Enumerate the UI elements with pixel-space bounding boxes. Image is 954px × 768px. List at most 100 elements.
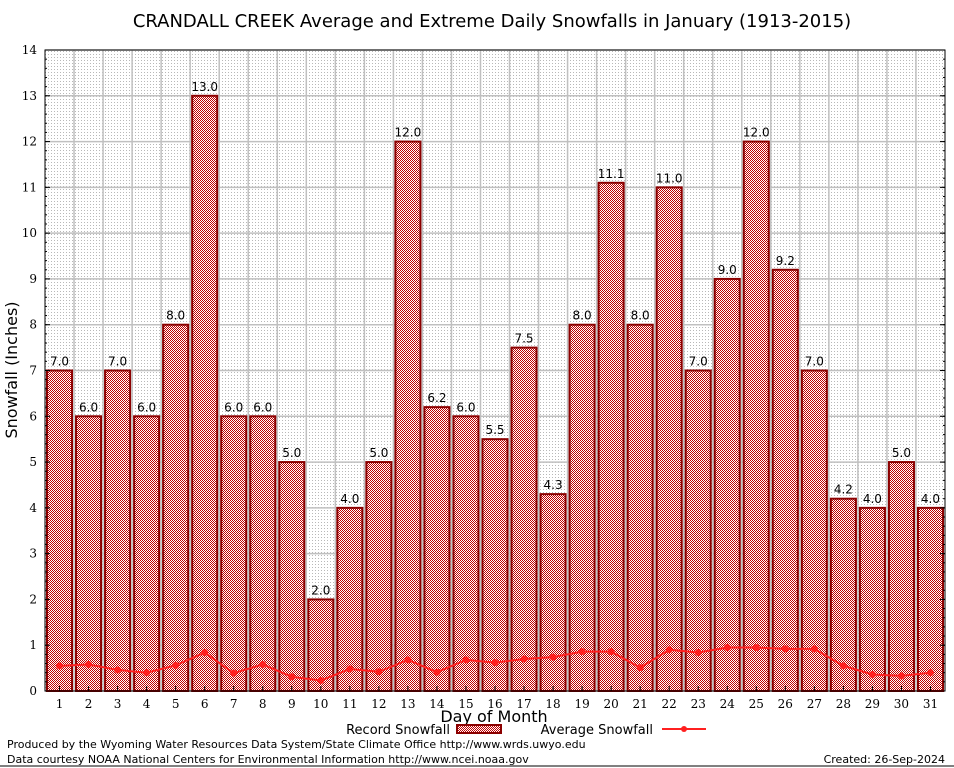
average-point-day-30 [897,672,905,680]
bar-record-day-17 [510,346,538,692]
bar-record-day-27 [800,369,828,692]
bar-record-day-18 [539,493,567,692]
y-tick-label: 12 [22,135,37,149]
x-tick-label: 6 [201,697,209,711]
bar-label: 2.0 [311,583,330,597]
average-point-day-2 [85,660,93,668]
x-tick-label: 30 [894,697,909,711]
x-tick-label: 18 [545,697,560,711]
average-point-day-6 [201,649,209,657]
bar-label: 12.0 [743,126,770,140]
legend: Record Snowfall Average Snowfall [346,723,706,738]
y-tick-label: 8 [29,318,37,332]
average-point-day-9 [288,673,296,681]
x-tick-label: 8 [259,697,267,711]
average-point-day-10 [317,676,325,684]
bar-label: 4.0 [921,492,940,506]
average-point-day-18 [549,653,557,661]
x-tick-label: 28 [836,697,851,711]
bar-record-day-22 [655,186,683,692]
bar-record-day-31 [916,506,944,692]
y-axis-label: Snowfall (Inches) [2,301,21,438]
x-tick-label: 15 [458,697,473,711]
average-point-day-25 [752,644,760,652]
bar-record-day-26 [771,268,799,692]
y-tick-label: 1 [29,638,37,652]
bar-label: 4.0 [340,492,359,506]
bar-label: 6.0 [456,400,475,414]
average-point-day-23 [694,649,702,657]
average-point-day-29 [868,671,876,679]
x-tick-label: 13 [400,697,415,711]
bar-label: 7.5 [514,332,533,346]
y-tick-label: 9 [29,272,37,286]
y-tick-label: 7 [29,364,37,378]
average-point-day-20 [607,648,615,656]
y-tick-label: 5 [29,455,37,469]
x-tick-label: 7 [230,697,238,711]
y-tick-label: 11 [22,180,37,194]
x-tick-label: 4 [143,697,151,711]
average-point-day-24 [723,644,731,652]
x-tick-label: 21 [633,697,648,711]
legend-average-marker [681,726,687,732]
chart-title: CRANDALL CREEK Average and Extreme Daily… [133,11,851,32]
x-tick-label: 10 [313,697,328,711]
x-tick-label: 16 [487,697,502,711]
average-point-day-4 [143,669,151,677]
bar-label: 6.2 [427,391,446,405]
bar-record-day-3 [104,369,132,692]
bars: 7.0 6.0 7.0 6.0 8.0 13.0 6.0 6.0 5.0 2.0 4.0 5.0 12.… [46,80,944,693]
average-point-day-8 [259,660,267,668]
bar-record-day-14 [423,406,451,692]
average-point-day-12 [375,668,383,676]
bar-record-day-4 [133,415,161,692]
x-tick-label: 17 [516,697,531,711]
bar-label: 7.0 [108,355,127,369]
average-point-day-22 [665,646,673,654]
average-point-day-19 [578,648,586,656]
bar-record-day-7 [220,415,248,692]
bar-label: 5.0 [282,446,301,460]
x-tick-label: 2 [85,697,93,711]
x-tick-label: 1 [56,697,64,711]
bar-record-day-19 [568,323,596,692]
y-tick-label: 6 [29,409,37,423]
bar-label: 7.0 [689,355,708,369]
bar-record-day-15 [452,415,480,692]
average-point-day-7 [230,669,238,677]
bar-record-day-1 [46,369,74,692]
bar-record-day-5 [162,323,190,692]
bar-label: 13.0 [191,80,218,94]
bar-label: 4.0 [863,492,882,506]
x-tick-label: 22 [662,697,677,711]
bar-label: 5.0 [369,446,388,460]
bar-record-day-8 [249,415,277,692]
average-line [56,644,934,684]
x-tick-label: 23 [691,697,706,711]
bar-record-day-25 [742,140,770,693]
x-tick-label: 19 [574,697,589,711]
legend-record-swatch [456,724,502,734]
legend-record-label: Record Snowfall [346,723,450,738]
bar-record-day-9 [278,461,306,693]
y-tick-label: 10 [22,226,37,240]
average-point-day-26 [781,645,789,653]
bar-label: 5.5 [485,423,504,437]
bar-record-day-23 [684,369,712,692]
bar-record-day-30 [887,461,915,693]
bar-record-day-16 [481,438,509,692]
bar-record-day-21 [626,323,654,692]
bar-record-day-6 [191,94,219,693]
average-point-day-21 [636,664,644,672]
average-point-day-27 [810,645,818,653]
x-tick-label: 11 [342,697,357,711]
average-point-day-28 [839,662,847,670]
bar-label: 9.2 [776,254,795,268]
bar-label: 8.0 [573,309,592,323]
bar-label: 6.0 [137,400,156,414]
bar-label: 11.1 [598,167,625,181]
x-tick-label: 5 [172,697,180,711]
